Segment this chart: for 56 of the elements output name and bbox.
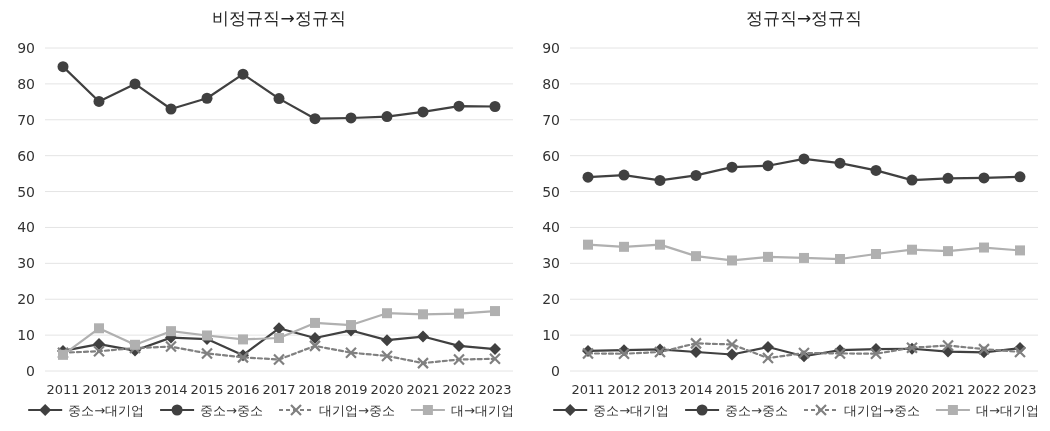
chart-title: 정규직→정규직: [745, 8, 863, 28]
y-tick-label: 20: [17, 291, 35, 308]
y-tick-label: 70: [542, 111, 560, 128]
x-tick-label: 2016: [226, 382, 260, 397]
legend-label: 중소→대기업: [593, 403, 670, 418]
y-tick-label: 50: [542, 183, 560, 200]
legend-label: 중소→중소: [200, 403, 263, 418]
x-tick-label: 2019: [334, 382, 368, 397]
x-tick-label: 2018: [823, 382, 857, 397]
y-tick-label: 0: [26, 363, 35, 379]
y-tick-label: 80: [17, 75, 35, 92]
x-tick-label: 2014: [679, 382, 713, 397]
x-tick-label: 2017: [787, 382, 821, 397]
x-tick-label: 2020: [370, 382, 404, 397]
x-tick-label: 2013: [643, 382, 677, 397]
x-tick-label: 2015: [715, 382, 749, 397]
x-tick-label: 2019: [859, 382, 893, 397]
x-tick-label: 2021: [406, 382, 440, 397]
x-tick-label: 2022: [967, 382, 1001, 397]
legend-label: 대기업→중소: [319, 403, 395, 418]
chart-title: 비정규직→정규직: [212, 8, 346, 28]
x-tick-label: 2020: [895, 382, 929, 397]
y-tick-label: 60: [542, 147, 560, 164]
y-tick-label: 10: [17, 327, 35, 344]
y-tick-label: 40: [542, 219, 560, 236]
y-tick-label: 30: [542, 255, 560, 272]
x-tick-label: 2016: [751, 382, 785, 397]
x-tick-label: 2023: [478, 382, 512, 397]
x-tick-label: 2011: [571, 382, 605, 397]
y-tick-label: 20: [542, 291, 560, 308]
x-tick-label: 2012: [82, 382, 116, 397]
y-tick-label: 40: [17, 219, 35, 236]
x-tick-label: 2022: [442, 382, 476, 397]
legend-label: 중소→중소: [725, 403, 788, 418]
y-tick-label: 30: [17, 255, 35, 272]
x-tick-label: 2013: [118, 382, 152, 397]
x-tick-label: 2023: [1003, 382, 1037, 397]
legend-label: 대기업→중소: [844, 403, 920, 418]
y-tick-label: 80: [542, 75, 560, 92]
legend-label: 대→대기업: [975, 403, 1039, 418]
y-tick-label: 90: [542, 40, 560, 56]
y-tick-label: 0: [551, 363, 560, 379]
x-tick-label: 2011: [46, 382, 80, 397]
x-tick-label: 2015: [190, 382, 224, 397]
y-tick-label: 70: [17, 111, 35, 128]
y-tick-label: 10: [542, 327, 560, 344]
y-tick-label: 90: [17, 40, 35, 56]
x-tick-label: 2021: [931, 382, 965, 397]
x-tick-label: 2014: [154, 382, 188, 397]
x-tick-label: 2018: [298, 382, 332, 397]
x-tick-label: 2017: [262, 382, 296, 397]
y-tick-label: 50: [17, 183, 35, 200]
x-tick-label: 2012: [607, 382, 641, 397]
legend-label: 중소→대기업: [68, 403, 145, 418]
legend-label: 대→대기업: [450, 403, 514, 418]
y-tick-label: 60: [17, 147, 35, 164]
